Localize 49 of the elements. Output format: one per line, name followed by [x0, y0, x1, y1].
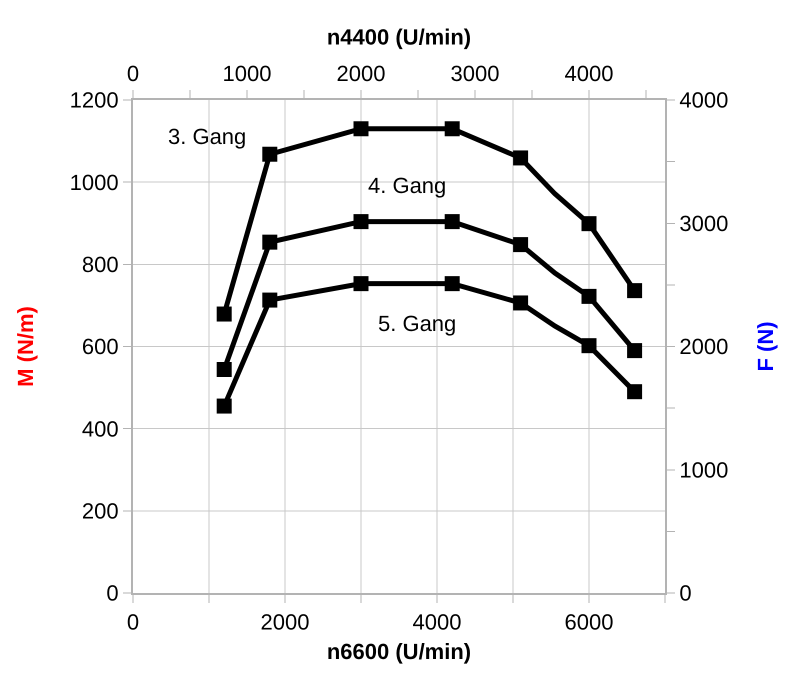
- point: [444, 214, 460, 230]
- x-tick-label: 4000: [412, 609, 462, 634]
- y-tick-label: 800: [82, 252, 119, 278]
- x2-tick-label: 2000: [336, 61, 386, 86]
- point: [582, 288, 596, 304]
- series-label: 3. Gang: [168, 124, 246, 149]
- point: [216, 306, 232, 322]
- series-label: 5. Gang: [378, 311, 456, 336]
- point: [513, 150, 528, 166]
- point: [582, 338, 596, 354]
- y-tick-label: 600: [82, 334, 119, 360]
- x2-tick-label: 0: [126, 61, 140, 86]
- y-tick-label: 1200: [70, 88, 119, 113]
- x2-tick-label: 1000: [222, 61, 272, 86]
- y-tick-label: 1000: [70, 170, 119, 195]
- point: [627, 343, 642, 358]
- y-tick-label: 0: [106, 580, 119, 606]
- point: [444, 276, 460, 292]
- point: [627, 283, 642, 298]
- point: [444, 121, 460, 136]
- y-tick-label: 200: [82, 498, 119, 524]
- point: [513, 237, 528, 252]
- point: [216, 362, 232, 378]
- x2-tick-label: 4000: [564, 61, 614, 86]
- point: [582, 216, 596, 232]
- x-tick-label: 0: [126, 609, 140, 634]
- x-axis-title: n6600 (U/min): [326, 638, 472, 664]
- y2-axis-title: F (N): [752, 321, 778, 372]
- x-tick-label: 6000: [564, 609, 614, 634]
- point: [262, 292, 278, 308]
- point: [354, 214, 368, 230]
- y2-tick-label: 4000: [679, 88, 728, 113]
- point: [627, 384, 642, 400]
- y2-tick-label: 0: [679, 580, 692, 606]
- x2-axis-title: n4400 (U/min): [326, 24, 472, 50]
- y2-tick-label: 3000: [679, 210, 728, 236]
- x2-tick-label: 3000: [450, 61, 500, 86]
- point: [216, 398, 232, 414]
- series-label: 4. Gang: [368, 173, 446, 198]
- y2-tick-label: 2000: [679, 334, 728, 360]
- point: [262, 234, 278, 250]
- y-tick-label: 400: [82, 416, 119, 442]
- point: [513, 295, 528, 310]
- y2-tick-label: 1000: [679, 457, 728, 482]
- y-axis-title: M (N/m): [12, 306, 38, 387]
- x-tick-label: 2000: [260, 609, 310, 634]
- point: [354, 276, 368, 292]
- point: [354, 121, 368, 136]
- point: [262, 146, 278, 162]
